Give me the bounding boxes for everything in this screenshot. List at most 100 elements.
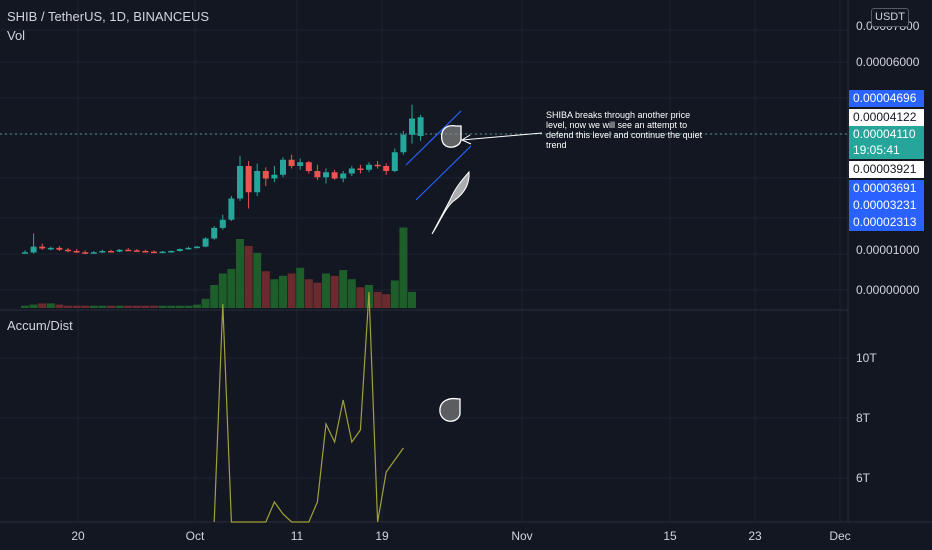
volume-bar bbox=[322, 273, 330, 308]
candle-body bbox=[159, 251, 166, 254]
candle-body bbox=[202, 238, 209, 247]
candle-body bbox=[340, 173, 347, 179]
volume-bar bbox=[72, 305, 81, 308]
symbol-title[interactable]: SHIB / TetherUS, 1D, BINANCEUS bbox=[7, 9, 210, 24]
candle-body bbox=[228, 198, 235, 220]
time-tick-label: 23 bbox=[748, 529, 762, 543]
channel-lower-line[interactable] bbox=[415, 145, 472, 201]
time-tick-label: 20 bbox=[71, 529, 85, 543]
accum-dist-line bbox=[213, 291, 404, 523]
volume-bar bbox=[382, 294, 391, 308]
highlight-marker-ad[interactable] bbox=[439, 397, 461, 422]
volume-bar bbox=[347, 279, 356, 308]
volume-bars bbox=[21, 227, 416, 308]
time-tick-label: Dec bbox=[829, 529, 850, 543]
candle-body bbox=[348, 168, 355, 174]
candle-body bbox=[30, 246, 37, 253]
volume-bar bbox=[339, 270, 348, 308]
candle-body bbox=[288, 159, 295, 166]
time-tick-label: Oct bbox=[186, 529, 205, 543]
candle-body bbox=[245, 166, 252, 193]
candle-body bbox=[211, 227, 218, 239]
candle-body bbox=[176, 249, 183, 251]
candle-body bbox=[56, 247, 63, 250]
candle-body bbox=[391, 152, 398, 171]
volume-bar bbox=[21, 305, 29, 308]
time-tick-label: 15 bbox=[663, 529, 677, 543]
candle-body bbox=[262, 171, 269, 179]
volume-bar bbox=[399, 227, 408, 308]
volume-bar bbox=[201, 298, 210, 308]
price-tick-label: 0.00000000 bbox=[856, 283, 920, 297]
candle-body bbox=[357, 168, 364, 170]
volume-bar bbox=[64, 305, 72, 308]
candle-body bbox=[383, 166, 390, 171]
candle-body bbox=[39, 246, 46, 249]
volume-bar bbox=[141, 305, 150, 308]
ad-tick-label: 6T bbox=[856, 471, 871, 485]
candles bbox=[22, 104, 424, 255]
price-tick-label: 0.00001000 bbox=[856, 243, 920, 257]
volume-bar bbox=[287, 273, 296, 308]
candle-body bbox=[65, 249, 71, 252]
volume-bar bbox=[218, 273, 227, 308]
price-label: 0.00002313 bbox=[849, 214, 924, 231]
volume-bar bbox=[107, 305, 115, 308]
volume-bar bbox=[29, 304, 38, 308]
candle-body bbox=[142, 251, 149, 253]
candle-body bbox=[90, 252, 97, 254]
candle-body bbox=[116, 249, 123, 252]
candle-body bbox=[297, 162, 304, 166]
price-label: 0.00003921 bbox=[849, 161, 924, 178]
volume-bar bbox=[193, 304, 201, 308]
volume-bar bbox=[167, 305, 176, 308]
volume-bar bbox=[46, 303, 55, 308]
price-label: 0.00003691 bbox=[849, 180, 924, 197]
trend-channel[interactable] bbox=[405, 110, 472, 201]
time-tick-label: 19 bbox=[375, 529, 389, 543]
volume-bar bbox=[115, 305, 124, 308]
candle-body bbox=[305, 162, 312, 171]
currency-button[interactable]: USDT bbox=[871, 8, 909, 27]
candle-body bbox=[271, 174, 278, 179]
candle-body bbox=[194, 246, 200, 249]
grid bbox=[0, 0, 848, 522]
volume-bar bbox=[313, 282, 322, 308]
candle-body bbox=[314, 171, 321, 178]
volume-bar bbox=[158, 305, 167, 308]
volume-bar bbox=[150, 305, 158, 308]
price-label: 0.00004122 bbox=[849, 109, 924, 126]
volume-bar bbox=[390, 280, 399, 308]
candle-body bbox=[185, 247, 192, 250]
candle-body bbox=[22, 252, 28, 254]
candle-body bbox=[323, 172, 329, 178]
volume-bar bbox=[356, 287, 365, 308]
drawn-curve-shape[interactable] bbox=[431, 170, 470, 235]
candle-body bbox=[125, 249, 132, 252]
annotation-arrow[interactable] bbox=[460, 132, 543, 145]
highlight-marker-price[interactable] bbox=[440, 124, 462, 148]
volume-bar bbox=[270, 279, 279, 308]
price-tick-label: 0.00006000 bbox=[856, 55, 920, 69]
candle-body bbox=[366, 164, 372, 170]
candle-body bbox=[280, 159, 286, 175]
indicator-label[interactable]: Accum/Dist bbox=[7, 318, 73, 333]
candle-body bbox=[409, 118, 415, 135]
volume-bar bbox=[244, 245, 253, 308]
candle-body bbox=[237, 166, 243, 199]
annotation-note[interactable]: SHIBA breaks through another price level… bbox=[546, 110, 703, 150]
volume-bar bbox=[132, 305, 141, 308]
volume-bar bbox=[89, 305, 98, 308]
volume-bar bbox=[253, 252, 262, 308]
volume-bar bbox=[236, 239, 244, 308]
volume-bar bbox=[184, 305, 193, 308]
candle-body bbox=[219, 219, 226, 228]
ad-tick-label: 10T bbox=[856, 351, 877, 365]
volume-label[interactable]: Vol bbox=[7, 28, 26, 43]
volume-bar bbox=[296, 267, 305, 308]
channel-upper-line[interactable] bbox=[405, 110, 462, 166]
candle-body bbox=[331, 172, 338, 179]
axis-ticks: 0.000078000.000060000.000010000.00000000… bbox=[71, 19, 919, 543]
volume-bar bbox=[304, 279, 313, 308]
